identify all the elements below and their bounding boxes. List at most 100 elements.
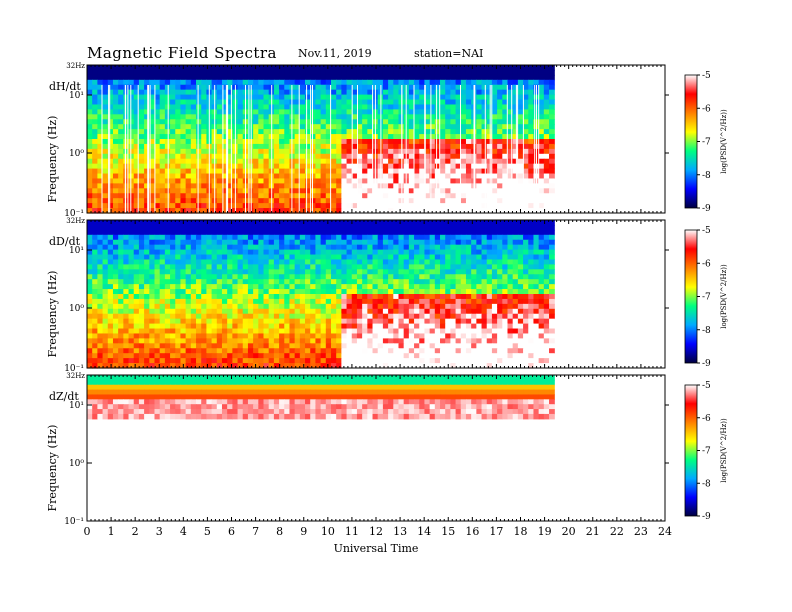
colorbar-tick-label: -8 (702, 479, 711, 489)
data-gap (439, 85, 441, 213)
chart-title: Magnetic Field Spectra (87, 44, 277, 62)
data-gap (424, 85, 426, 213)
colorbar-tick-label: -9 (702, 512, 711, 522)
data-gap (484, 85, 486, 213)
data-gap (108, 85, 110, 213)
colorbar-tick-label: -8 (702, 326, 711, 336)
data-gap (473, 85, 475, 213)
top-freq-label: 32Hz (66, 217, 85, 225)
panel-label: dZ/dt (49, 390, 79, 403)
spectrogram (87, 220, 555, 369)
data-gap (149, 85, 151, 213)
colorbar-tick-label: -9 (702, 359, 711, 369)
x-tick-label: 21 (586, 525, 600, 538)
y-tick-label: 10¹ (69, 91, 84, 101)
data-gap (491, 85, 493, 213)
colorbar-tick-label: -7 (702, 293, 711, 303)
data-gap (214, 85, 216, 213)
y-axis-label: Frequency (Hz) (46, 116, 59, 203)
colorbar-tick-label: -6 (702, 414, 711, 424)
top-freq-label: 32Hz (66, 62, 85, 70)
colorbar-tick-label: -9 (702, 204, 711, 214)
colorbar: -5 -6 -7 -8 -9 log(PSD(V^2/Hz)) (684, 381, 728, 522)
data-gap (127, 85, 129, 213)
data-gap (125, 85, 127, 213)
x-tick-label: 11 (345, 525, 359, 538)
y-tick-label: 10⁻¹ (64, 209, 84, 219)
data-gap (506, 85, 508, 213)
x-axis-label: Universal Time (334, 542, 419, 555)
colorbar-tick-label: -5 (702, 226, 711, 236)
data-gap (511, 85, 513, 213)
x-tick-label: 9 (300, 525, 307, 538)
data-gap (130, 85, 132, 213)
data-gap (197, 85, 199, 213)
y-tick-label: 10⁻¹ (64, 517, 84, 527)
data-gap (208, 85, 210, 213)
colorbar-tick-label: -8 (702, 171, 711, 181)
x-tick-label: 8 (276, 525, 283, 538)
colorbar-ramp (684, 384, 698, 517)
x-tick-label: 13 (393, 525, 407, 538)
panel-label: dD/dt (49, 235, 81, 248)
data-gap (109, 85, 111, 213)
data-gap (271, 85, 273, 213)
y-tick-label: 10⁰ (69, 459, 84, 469)
x-tick-label: 17 (489, 525, 503, 538)
data-gap (245, 85, 246, 213)
data-gap (357, 85, 358, 213)
colorbar: -5 -6 -7 -8 -9 log(PSD(V^2/Hz)) (684, 226, 728, 369)
colorbar-ramp (684, 74, 698, 209)
x-tick-label: 2 (132, 525, 139, 538)
x-tick-label: 20 (562, 525, 576, 538)
data-gap (225, 85, 227, 213)
data-gap (137, 85, 139, 213)
data-gap (291, 85, 293, 213)
data-gap (522, 85, 524, 213)
spectrogram (87, 65, 555, 214)
data-gap (372, 85, 374, 213)
data-gap (312, 85, 313, 213)
y-axis-label: Frequency (Hz) (46, 425, 59, 512)
colorbar-tick-label: -7 (702, 447, 711, 457)
y-axis-label: Frequency (Hz) (46, 271, 59, 358)
x-tick-label: 19 (538, 525, 552, 538)
x-tick-label: 6 (228, 525, 235, 538)
data-gap (536, 85, 537, 213)
data-gap (154, 85, 156, 213)
data-gap (147, 85, 149, 213)
data-gap (101, 85, 103, 213)
data-gap (250, 85, 252, 213)
data-gap (330, 85, 332, 213)
colorbar-tick-label: -6 (702, 259, 711, 269)
top-freq-label: 32Hz (66, 372, 85, 380)
x-tick-label: 3 (156, 525, 163, 538)
x-tick-label: 23 (634, 525, 648, 538)
colorbar-label: log(PSD(V^2/Hz)) (720, 418, 728, 483)
data-gap (405, 85, 407, 213)
y-tick-label: 10¹ (69, 401, 84, 411)
data-gap (534, 85, 536, 213)
data-gap (234, 85, 236, 213)
colorbar-tick-label: -5 (702, 71, 711, 81)
x-tick-label: 22 (610, 525, 624, 538)
data-gap (226, 85, 228, 213)
x-tick-label: 15 (441, 525, 455, 538)
data-gap (538, 85, 540, 213)
data-gap (298, 85, 300, 213)
colorbar-ramp (684, 229, 698, 364)
data-gap (515, 85, 517, 213)
data-gap (380, 85, 382, 213)
x-tick-label: 18 (514, 525, 528, 538)
panel-label: dH/dt (49, 80, 81, 93)
colorbar-tick-label: -6 (702, 104, 711, 114)
data-gap (148, 85, 149, 213)
x-tick-label: 10 (321, 525, 335, 538)
y-tick-label: 10¹ (69, 246, 84, 256)
x-tick-label: 16 (465, 525, 479, 538)
colorbar-tick-label: -7 (702, 138, 711, 148)
data-gap (310, 85, 312, 213)
